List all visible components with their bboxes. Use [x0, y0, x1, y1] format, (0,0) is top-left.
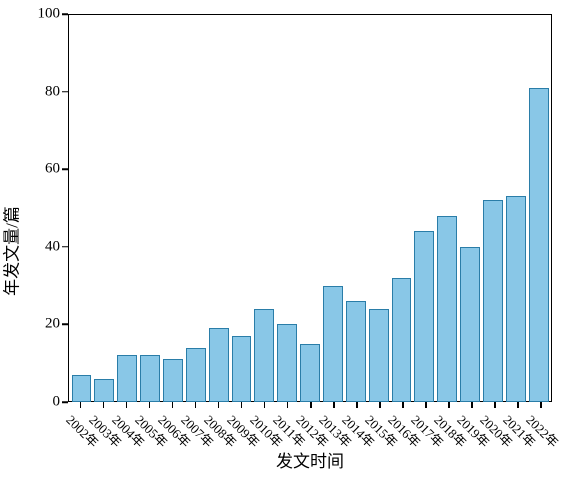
x-tick-mark	[471, 402, 473, 408]
bar	[186, 348, 206, 402]
x-axis-label: 发文时间	[276, 447, 344, 472]
bar	[414, 231, 434, 402]
y-tick-label: 0	[53, 394, 61, 411]
bar	[437, 216, 457, 402]
x-tick-mark	[172, 402, 174, 408]
x-tick-mark	[448, 402, 450, 408]
x-tick-mark	[402, 402, 404, 408]
y-tick-label: 20	[45, 316, 60, 333]
x-axis: 发文时间 2002年2003年2004年2005年2006年2007年2008年…	[68, 402, 552, 472]
x-tick-mark	[540, 402, 542, 408]
bar	[94, 379, 114, 402]
y-tick-label: 40	[45, 238, 60, 255]
bar	[277, 324, 297, 402]
chart-plot	[68, 14, 552, 402]
x-tick-mark	[356, 402, 358, 408]
bar	[346, 301, 366, 402]
x-tick-mark	[264, 402, 266, 408]
x-tick-mark	[195, 402, 197, 408]
x-tick-mark	[494, 402, 496, 408]
y-tick-label: 60	[45, 161, 60, 178]
bar	[300, 344, 320, 402]
x-tick-mark	[333, 402, 335, 408]
bar	[209, 328, 229, 402]
y-tick-label: 100	[38, 6, 61, 23]
y-tick-label: 80	[45, 83, 60, 100]
bar	[117, 355, 137, 402]
x-tick-mark	[310, 402, 312, 408]
x-tick-mark	[218, 402, 220, 408]
bar	[323, 286, 343, 402]
x-tick-mark	[517, 402, 519, 408]
bar	[529, 88, 549, 402]
bar	[140, 355, 160, 402]
y-axis-label: 年发文量/篇	[0, 206, 23, 296]
bar	[254, 309, 274, 402]
y-axis: 020406080100	[28, 14, 68, 402]
x-tick-mark	[103, 402, 105, 408]
bar	[460, 247, 480, 402]
x-tick-mark	[80, 402, 82, 408]
bars-container	[68, 14, 552, 402]
x-tick-mark	[149, 402, 151, 408]
bar	[232, 336, 252, 402]
bar	[392, 278, 412, 402]
bar	[163, 359, 183, 402]
x-tick-mark	[241, 402, 243, 408]
x-tick-mark	[126, 402, 128, 408]
x-tick-mark	[287, 402, 289, 408]
bar	[506, 196, 526, 402]
x-tick-mark	[379, 402, 381, 408]
bar	[483, 200, 503, 402]
bar	[72, 375, 92, 402]
bar	[369, 309, 389, 402]
x-tick-mark	[425, 402, 427, 408]
